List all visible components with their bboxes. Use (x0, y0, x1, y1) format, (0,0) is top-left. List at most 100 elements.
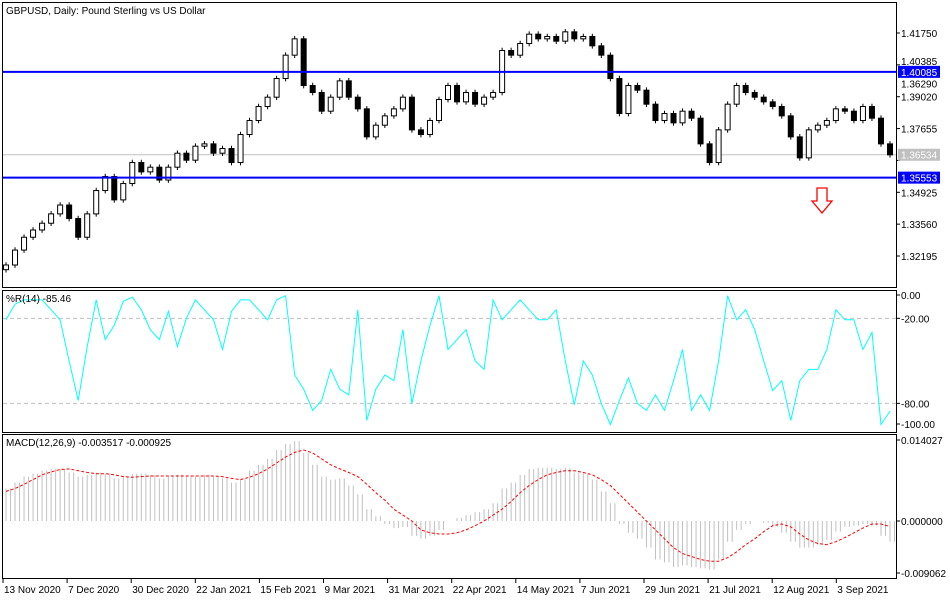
bearish-candle (887, 143, 893, 156)
bullish-candle (562, 31, 569, 42)
bearish-candle (553, 36, 560, 42)
bullish-candle (426, 120, 433, 136)
bearish-candle (75, 218, 82, 238)
bullish-candle (544, 36, 551, 40)
bullish-candle (30, 229, 37, 238)
bearish-candle (868, 106, 875, 119)
date-label: 15 Feb 2021 (260, 585, 317, 596)
bullish-candle (84, 213, 91, 238)
bearish-candle (787, 115, 794, 138)
wpr-level-label: -20.00 (901, 314, 930, 325)
date-label: 22 Jan 2021 (196, 585, 251, 596)
price-axis: 1.41750 1.40385 1.39020 1.37655 1.36290 1.349… (896, 29, 938, 263)
bullish-candle (327, 96, 334, 112)
bullish-candle (399, 96, 406, 110)
price-tick-label: 1.40385 (901, 57, 938, 68)
date-label: 22 Apr 2021 (453, 585, 507, 596)
bullish-candle (733, 85, 740, 105)
bearish-candle (652, 103, 659, 122)
wpr-panel[interactable] (2, 290, 897, 433)
bullish-candle (715, 129, 722, 164)
bearish-candle (643, 89, 650, 105)
bearish-candle (345, 80, 352, 98)
date-label: 7 Dec 2020 (68, 585, 120, 596)
price-tick-label: 1.41750 (901, 29, 938, 40)
price-panel[interactable] (2, 2, 897, 288)
bullish-candle (282, 54, 289, 80)
date-label: 7 Jun 2021 (581, 585, 631, 596)
price-tick-label: 1.34925 (901, 188, 938, 199)
bullish-candle (3, 264, 9, 271)
price-tick-label: 1.37655 (901, 125, 938, 136)
bullish-candle (39, 222, 46, 231)
price-tick-label: 1.33560 (901, 220, 938, 231)
macd-title: MACD(12,26,9) -0.003517 -0.000925 (6, 438, 172, 449)
bullish-candle (724, 103, 731, 131)
macd-axis: 0.014027 0.000000 -0.009062 (896, 436, 946, 580)
macd-panel[interactable] (2, 434, 897, 579)
bearish-candle (706, 143, 713, 164)
bullish-candle (372, 124, 379, 138)
bullish-candle (120, 183, 127, 201)
bullish-candle (291, 38, 298, 56)
bearish-candle (796, 136, 803, 159)
current-price-tag: 1.36534 (898, 148, 940, 162)
macd-scale-label: 0.000000 (901, 517, 943, 528)
bullish-candle (832, 108, 839, 122)
bearish-candle (607, 54, 614, 80)
wpr-title: %R(14) -85.46 (6, 294, 71, 305)
resistance-price-label: 1.40085 (901, 68, 938, 79)
bullish-candle (93, 190, 100, 215)
bearish-candle (408, 96, 415, 131)
date-axis: 13 Nov 2020 7 Dec 2020 30 Dec 2020 22 Jan 2… (2, 579, 889, 596)
bullish-candle (517, 43, 524, 56)
bearish-candle (228, 148, 235, 164)
bullish-candle (390, 108, 397, 117)
bullish-candle (859, 106, 866, 122)
bearish-candle (751, 92, 758, 98)
date-label: 3 Sep 2021 (837, 585, 889, 596)
bullish-candle (625, 85, 632, 115)
bullish-candle (12, 249, 19, 266)
bearish-candle (454, 85, 461, 103)
macd-scale-label: 0.014027 (901, 436, 943, 447)
current-price-label: 1.36534 (901, 151, 938, 162)
bearish-candle (778, 106, 785, 117)
bearish-candle (138, 162, 145, 173)
bullish-candle (147, 166, 154, 173)
bearish-candle (634, 85, 641, 91)
bearish-candle (309, 85, 316, 94)
bullish-candle (237, 134, 244, 164)
price-tick-label: 1.36290 (901, 79, 938, 90)
bearish-candle (616, 78, 623, 115)
bullish-candle (381, 115, 388, 126)
wpr-level-label: 0.00 (901, 291, 921, 302)
bearish-candle (318, 92, 325, 112)
bearish-candle (688, 110, 695, 119)
bullish-candle (246, 120, 253, 136)
date-label: 30 Dec 2020 (132, 585, 189, 596)
bullish-candle (435, 99, 442, 122)
bearish-candle (508, 50, 515, 56)
bearish-candle (183, 152, 190, 161)
bearish-candle (363, 108, 370, 138)
bullish-candle (165, 166, 172, 181)
bullish-candle (48, 213, 55, 224)
bullish-candle (102, 176, 109, 192)
bullish-candle (679, 110, 686, 124)
bullish-candle (174, 152, 181, 168)
date-label: 12 Aug 2021 (773, 585, 830, 596)
date-label: 13 Nov 2020 (4, 585, 61, 596)
bullish-candle (814, 124, 821, 131)
bearish-candle (841, 108, 848, 112)
support-price-tag: 1.35553 (898, 171, 940, 185)
wpr-levels: 0.00 -20.00 -80.00 -100.00 (3, 291, 935, 431)
bullish-candle (805, 129, 812, 159)
macd-signal-line (5, 449, 891, 562)
bullish-candle (192, 145, 199, 161)
bearish-candle (697, 117, 704, 145)
bullish-candle (264, 96, 271, 108)
resistance-price-tag: 1.40085 (898, 65, 940, 79)
bearish-candle (300, 38, 307, 87)
